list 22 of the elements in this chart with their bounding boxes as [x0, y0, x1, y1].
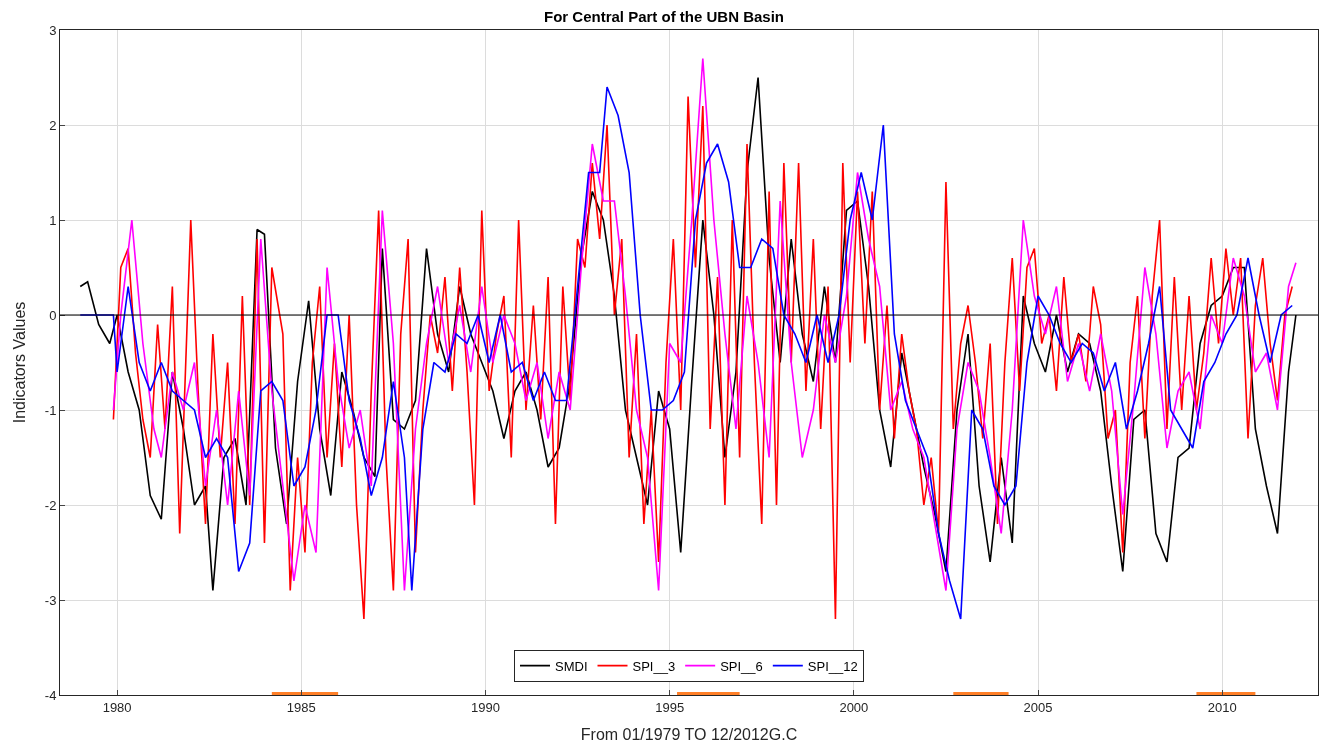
legend-label: SPI__6 — [720, 658, 763, 674]
x-tick-label: 1995 — [655, 699, 685, 715]
y-tick-label: 0 — [49, 307, 57, 323]
y-tick-label: -1 — [44, 402, 57, 418]
legend-label: SMDI — [555, 658, 588, 674]
x-tick-label: 1985 — [286, 699, 316, 715]
x-tick-label: 1980 — [102, 699, 132, 715]
y-tick-label: 1 — [49, 212, 57, 228]
y-axis-title: Indicators Values — [10, 301, 28, 424]
y-tick-label: -4 — [44, 687, 57, 703]
x-tick-label: 2005 — [1023, 699, 1053, 715]
y-tick-label: 3 — [49, 22, 57, 38]
x-tick-label: 2010 — [1207, 699, 1237, 715]
legend-label: SPI__3 — [632, 658, 676, 674]
y-tick-label: 2 — [49, 117, 57, 133]
chart-title: For Central Part of the UBN Basin — [543, 7, 785, 25]
x-tick-label: 1990 — [471, 699, 500, 715]
legend-label: SPI__12 — [807, 658, 858, 674]
x-axis-title: From 01/1979 TO 12/2012G.C — [580, 726, 798, 744]
y-tick-label: -2 — [44, 497, 57, 513]
y-tick-label: -3 — [44, 592, 57, 608]
x-tick-label: 2000 — [839, 699, 869, 715]
